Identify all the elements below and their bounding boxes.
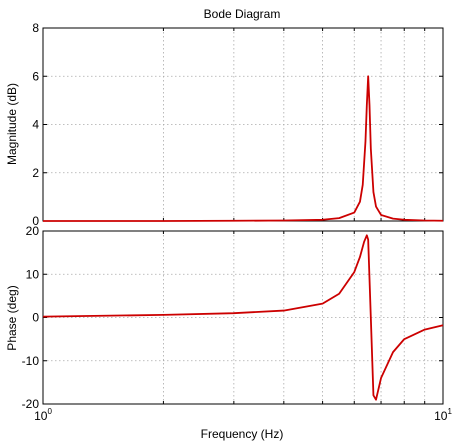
magnitude-curve xyxy=(43,75,444,222)
x-tick-exponent: 1 xyxy=(447,407,452,416)
magnitude-panel: 0 2 4 6 8 Magnitude (dB) xyxy=(5,21,444,228)
chart-title: Bode Diagram xyxy=(204,7,281,21)
magnitude-y-tick-label: 4 xyxy=(32,118,39,132)
x-tick-label: 101 xyxy=(434,407,452,423)
phase-y-ticks: 20 10 0 -10 -20 xyxy=(22,224,443,411)
phase-y-tick-label: 20 xyxy=(26,224,40,238)
phase-y-tick-label: -20 xyxy=(22,397,40,411)
phase-y-tick-label: 0 xyxy=(32,311,39,325)
magnitude-y-tick-label: 6 xyxy=(32,69,39,83)
phase-curve xyxy=(42,234,444,401)
x-axis-label: Frequency (Hz) xyxy=(201,427,284,441)
magnitude-y-label: Magnitude (dB) xyxy=(5,83,19,165)
magnitude-y-tick-label: 0 xyxy=(32,214,39,228)
phase-x-ticks: 100 101 xyxy=(34,407,452,423)
phase-grid xyxy=(43,231,443,404)
phase-series xyxy=(42,234,444,401)
x-tick-exponent: 0 xyxy=(47,407,52,416)
magnitude-grid xyxy=(43,28,443,221)
magnitude-y-tick-label: 2 xyxy=(32,166,39,180)
x-tick-label: 100 xyxy=(34,407,52,423)
magnitude-y-tick-label: 8 xyxy=(32,21,39,35)
phase-y-label: Phase (deg) xyxy=(5,285,19,350)
phase-y-tick-label: 10 xyxy=(26,267,40,281)
phase-y-tick-label: -10 xyxy=(22,354,40,368)
magnitude-series xyxy=(43,75,444,222)
magnitude-y-ticks: 0 2 4 6 8 xyxy=(32,21,443,228)
